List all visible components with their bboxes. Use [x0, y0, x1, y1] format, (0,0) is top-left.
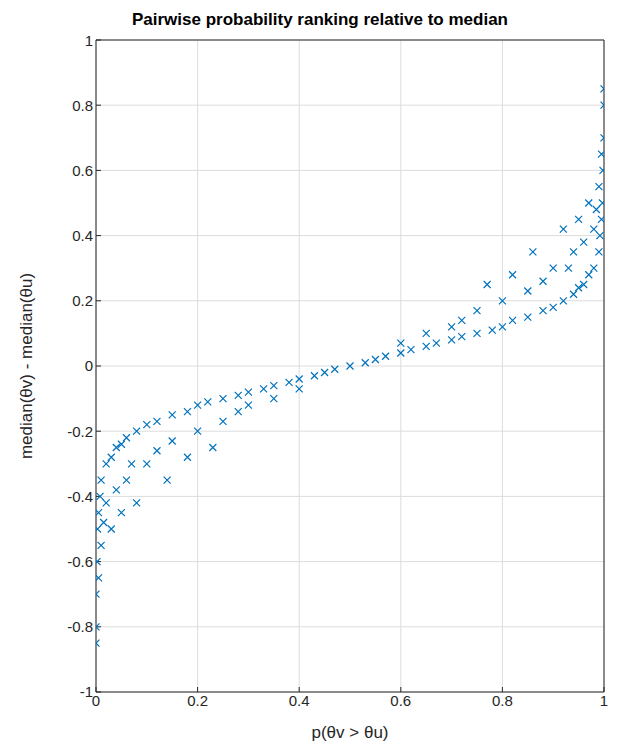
- svg-text:0.4: 0.4: [289, 692, 310, 709]
- svg-text:0.2: 0.2: [72, 292, 93, 309]
- svg-text:0.6: 0.6: [390, 692, 411, 709]
- svg-text:-0.8: -0.8: [67, 618, 93, 635]
- svg-text:0: 0: [92, 692, 100, 709]
- svg-text:0.4: 0.4: [72, 227, 93, 244]
- svg-text:1: 1: [600, 692, 608, 709]
- svg-text:0.2: 0.2: [187, 692, 208, 709]
- svg-text:0.8: 0.8: [72, 97, 93, 114]
- svg-text:1: 1: [85, 32, 93, 49]
- svg-text:0: 0: [85, 357, 93, 374]
- svg-text:-1: -1: [80, 683, 93, 700]
- svg-text:0.8: 0.8: [492, 692, 513, 709]
- svg-text:median(θv) - median(θu): median(θv) - median(θu): [17, 273, 36, 459]
- svg-text:-0.2: -0.2: [67, 423, 93, 440]
- svg-text:-0.6: -0.6: [67, 553, 93, 570]
- svg-text:-0.4: -0.4: [67, 488, 93, 505]
- html-text:Pairwise probability ranking r: Pairwise probability ranking relative to…: [132, 10, 508, 29]
- svg-text:0.6: 0.6: [72, 162, 93, 179]
- svg-text:p(θv > θu): p(θv > θu): [311, 723, 388, 742]
